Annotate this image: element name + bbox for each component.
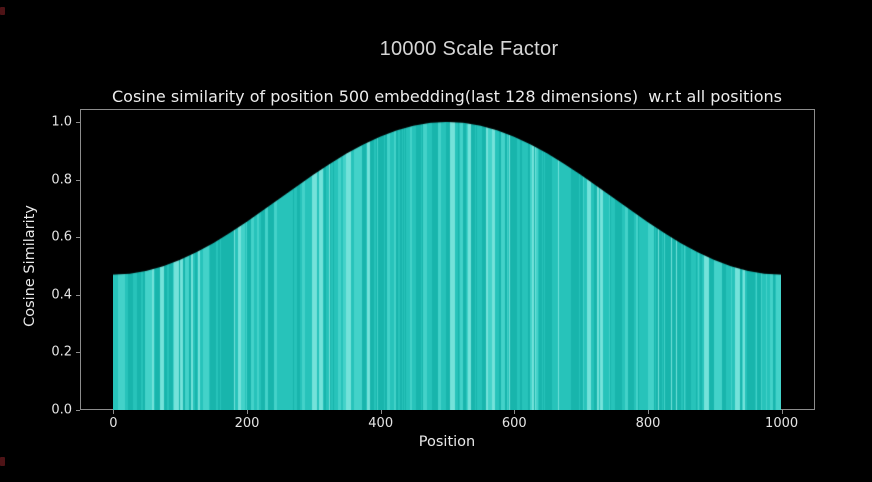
screen-artifact-top-left [0,7,5,15]
x-tick-mark [781,410,783,414]
y-tick-label: 0.0 [51,402,72,418]
y-tick-label: 1.0 [51,114,72,130]
y-tick-mark [76,410,80,411]
y-axis-label: Cosine Similarity [22,205,38,327]
y-tick-label: 0.4 [51,287,72,303]
axes-title: Cosine similarity of position 500 embedd… [112,87,782,106]
y-tick-label: 0.8 [51,172,72,188]
x-tick-mark [247,410,248,414]
x-tick-mark [380,410,382,414]
screen-artifact-bottom-left [0,457,5,466]
x-tick-label: 800 [635,416,661,431]
x-tick-mark [514,410,516,414]
y-tick-label: 0.6 [51,229,72,245]
x-tick-label: 400 [368,416,394,431]
x-tick-mark [648,410,649,414]
y-tick-mark [76,237,80,239]
x-tick-label: 1000 [765,416,799,431]
bar-series-canvas [113,109,781,410]
x-tick-mark [113,410,115,414]
y-tick-label: 0.2 [51,344,72,360]
x-tick-label: 200 [234,416,260,431]
y-tick-mark [76,179,80,181]
figure-title: 10000 Scale Factor [379,38,559,60]
y-tick-mark [76,294,80,296]
x-tick-label: 0 [109,416,118,431]
x-tick-label: 600 [501,416,527,431]
y-tick-mark [76,352,80,354]
x-axis-label: Position [418,434,476,450]
y-tick-mark [76,122,80,123]
